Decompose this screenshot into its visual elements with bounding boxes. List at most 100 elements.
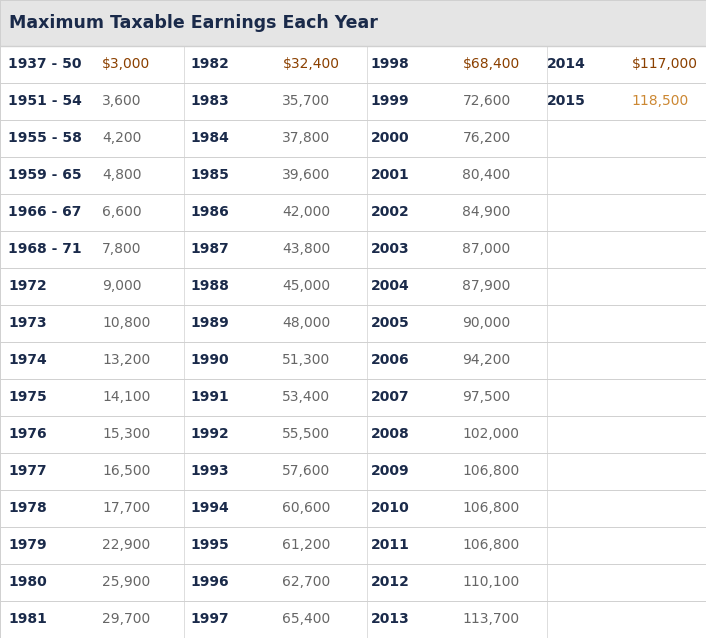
Text: 1955 - 58: 1955 - 58 (8, 131, 83, 145)
Text: 2015: 2015 (547, 94, 586, 108)
Text: 94,200: 94,200 (462, 353, 510, 367)
Text: 2011: 2011 (371, 538, 409, 553)
Text: 25,900: 25,900 (102, 575, 150, 590)
Text: 1998: 1998 (371, 57, 409, 71)
Text: 1937 - 50: 1937 - 50 (8, 57, 82, 71)
Text: $3,000: $3,000 (102, 57, 150, 71)
Bar (0, 231, 706, 268)
Bar (0, 268, 706, 305)
Text: 106,800: 106,800 (462, 501, 520, 516)
Text: 1972: 1972 (8, 279, 47, 293)
Text: 1994: 1994 (191, 501, 229, 516)
Bar (0, 601, 706, 638)
Text: 14,100: 14,100 (102, 390, 151, 404)
Text: 3,600: 3,600 (102, 94, 142, 108)
Text: 48,000: 48,000 (282, 316, 330, 330)
Bar (0, 490, 706, 527)
Text: 1999: 1999 (371, 94, 409, 108)
Text: 90,000: 90,000 (462, 316, 510, 330)
Text: 2014: 2014 (547, 57, 586, 71)
Bar (0, 0, 706, 46)
Text: 102,000: 102,000 (462, 427, 520, 441)
Text: 76,200: 76,200 (462, 131, 510, 145)
Bar (0, 157, 706, 194)
Text: 118,500: 118,500 (632, 94, 689, 108)
Text: 2008: 2008 (371, 427, 409, 441)
Text: 1983: 1983 (191, 94, 229, 108)
Text: 1992: 1992 (191, 427, 229, 441)
Bar (0, 416, 706, 453)
Text: 1987: 1987 (191, 242, 229, 256)
Text: 1986: 1986 (191, 205, 229, 219)
Text: 9,000: 9,000 (102, 279, 142, 293)
Bar (0, 305, 706, 342)
Text: 113,700: 113,700 (462, 612, 520, 627)
Text: 87,000: 87,000 (462, 242, 510, 256)
Text: 61,200: 61,200 (282, 538, 331, 553)
Text: 1984: 1984 (191, 131, 229, 145)
Text: 84,900: 84,900 (462, 205, 511, 219)
Text: 2005: 2005 (371, 316, 409, 330)
Text: 6,600: 6,600 (102, 205, 142, 219)
Text: 110,100: 110,100 (462, 575, 520, 590)
Text: 1997: 1997 (191, 612, 229, 627)
Text: 62,700: 62,700 (282, 575, 330, 590)
Text: 2006: 2006 (371, 353, 409, 367)
Text: 106,800: 106,800 (462, 538, 520, 553)
Text: 72,600: 72,600 (462, 94, 510, 108)
Text: 45,000: 45,000 (282, 279, 330, 293)
Text: 1975: 1975 (8, 390, 47, 404)
Text: 35,700: 35,700 (282, 94, 330, 108)
Text: 87,900: 87,900 (462, 279, 511, 293)
Text: 7,800: 7,800 (102, 242, 142, 256)
Text: 1979: 1979 (8, 538, 47, 553)
Text: 10,800: 10,800 (102, 316, 151, 330)
Bar (0, 194, 706, 231)
Text: 106,800: 106,800 (462, 464, 520, 478)
Text: 57,600: 57,600 (282, 464, 330, 478)
Text: 42,000: 42,000 (282, 205, 330, 219)
Text: 1980: 1980 (8, 575, 47, 590)
Text: 1968 - 71: 1968 - 71 (8, 242, 82, 256)
Text: 51,300: 51,300 (282, 353, 330, 367)
Text: 1966 - 67: 1966 - 67 (8, 205, 82, 219)
Text: Maximum Taxable Earnings Each Year: Maximum Taxable Earnings Each Year (9, 14, 378, 32)
Text: 1996: 1996 (191, 575, 229, 590)
Bar (0, 120, 706, 157)
Bar (0, 83, 706, 120)
Text: 29,700: 29,700 (102, 612, 150, 627)
Text: 2001: 2001 (371, 168, 409, 182)
Text: 22,900: 22,900 (102, 538, 150, 553)
Bar (0, 453, 706, 490)
Text: 2010: 2010 (371, 501, 409, 516)
Text: 1995: 1995 (191, 538, 229, 553)
Text: 16,500: 16,500 (102, 464, 151, 478)
Text: $68,400: $68,400 (462, 57, 520, 71)
Text: 1981: 1981 (8, 612, 47, 627)
Text: 1959 - 65: 1959 - 65 (8, 168, 82, 182)
Text: 2007: 2007 (371, 390, 409, 404)
Text: 1993: 1993 (191, 464, 229, 478)
Text: 1988: 1988 (191, 279, 229, 293)
Text: 43,800: 43,800 (282, 242, 330, 256)
Text: 2013: 2013 (371, 612, 409, 627)
Text: 55,500: 55,500 (282, 427, 330, 441)
Text: 15,300: 15,300 (102, 427, 150, 441)
Bar (0, 564, 706, 601)
Text: $117,000: $117,000 (632, 57, 698, 71)
Text: 2000: 2000 (371, 131, 409, 145)
Text: 1990: 1990 (191, 353, 229, 367)
Text: 2012: 2012 (371, 575, 409, 590)
Text: 60,600: 60,600 (282, 501, 331, 516)
Text: 1991: 1991 (191, 390, 229, 404)
Text: 2009: 2009 (371, 464, 409, 478)
Bar (0, 342, 706, 379)
Text: 1989: 1989 (191, 316, 229, 330)
Bar (0, 46, 706, 83)
Text: 1976: 1976 (8, 427, 47, 441)
Bar (0, 379, 706, 416)
Text: 1951 - 54: 1951 - 54 (8, 94, 83, 108)
Text: 2004: 2004 (371, 279, 409, 293)
Text: 1977: 1977 (8, 464, 47, 478)
Text: 2002: 2002 (371, 205, 409, 219)
